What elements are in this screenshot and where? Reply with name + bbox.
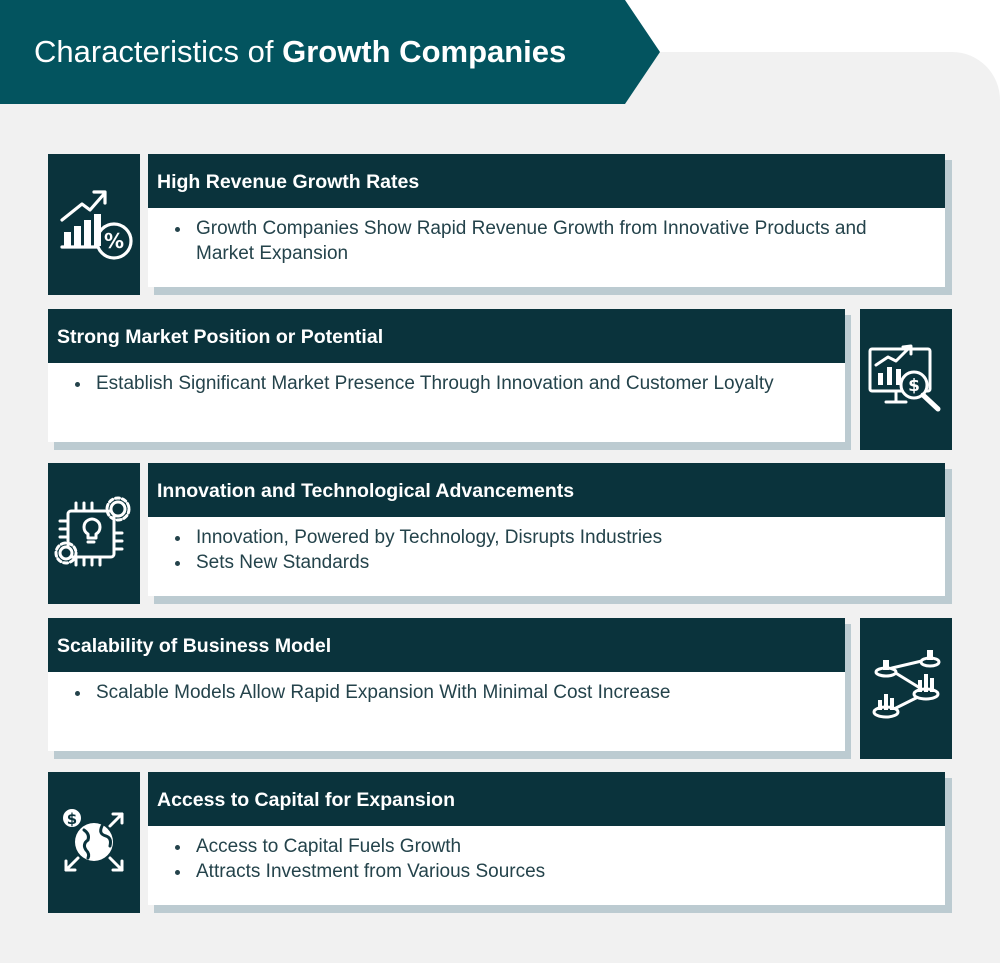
characteristic-card-1: High Revenue Growth Rates Growth Compani… xyxy=(148,154,945,287)
bullet-list: Growth Companies Show Rapid Revenue Grow… xyxy=(172,216,915,266)
characteristic-card-5: Access to Capital for Expansion Access t… xyxy=(148,772,945,905)
market-analysis-monitor-icon: $ xyxy=(860,309,952,450)
page-title-bold: Growth Companies xyxy=(282,34,567,69)
card-title: Innovation and Technological Advancement… xyxy=(157,480,575,502)
page-title-regular: Characteristics of xyxy=(34,34,283,69)
characteristic-card-3: Innovation and Technological Advancement… xyxy=(148,463,945,596)
card-header: Scalability of Business Model xyxy=(48,618,845,672)
card-header: Access to Capital for Expansion xyxy=(148,772,945,826)
svg-text:$: $ xyxy=(67,810,77,828)
svg-text:%: % xyxy=(104,229,124,253)
bullet-item: Scalable Models Allow Rapid Expansion Wi… xyxy=(92,680,815,705)
characteristic-card-2: Strong Market Position or Potential Esta… xyxy=(48,309,845,442)
bullet-list: Scalable Models Allow Rapid Expansion Wi… xyxy=(72,680,815,705)
page-title: Characteristics of Growth Companies xyxy=(34,32,566,72)
bullet-item: Attracts Investment from Various Sources xyxy=(192,859,915,884)
card-header: Innovation and Technological Advancement… xyxy=(148,463,945,517)
card-title: Scalability of Business Model xyxy=(57,635,332,657)
card-header: High Revenue Growth Rates xyxy=(148,154,945,208)
bullet-list: Innovation, Powered by Technology, Disru… xyxy=(172,525,915,575)
card-header: Strong Market Position or Potential xyxy=(48,309,845,363)
revenue-growth-percent-icon: % xyxy=(48,154,140,295)
bullet-list: Access to Capital Fuels Growth Attracts … xyxy=(172,834,915,884)
bullet-item: Growth Companies Show Rapid Revenue Grow… xyxy=(192,216,915,266)
card-title: High Revenue Growth Rates xyxy=(157,171,420,193)
bullet-item: Sets New Standards xyxy=(192,550,915,575)
bullet-item: Innovation, Powered by Technology, Disru… xyxy=(192,525,915,550)
scalability-network-icon xyxy=(860,618,952,759)
card-title: Access to Capital for Expansion xyxy=(157,789,455,811)
innovation-chip-gears-icon xyxy=(48,463,140,604)
bullet-item: Establish Significant Market Presence Th… xyxy=(92,371,815,396)
svg-text:$: $ xyxy=(908,376,920,396)
title-banner: Characteristics of Growth Companies xyxy=(0,0,660,104)
capital-expansion-globe-icon: $ xyxy=(48,772,140,913)
characteristic-card-4: Scalability of Business Model Scalable M… xyxy=(48,618,845,751)
bullet-list: Establish Significant Market Presence Th… xyxy=(72,371,815,396)
bullet-item: Access to Capital Fuels Growth xyxy=(192,834,915,859)
card-title: Strong Market Position or Potential xyxy=(57,326,384,348)
